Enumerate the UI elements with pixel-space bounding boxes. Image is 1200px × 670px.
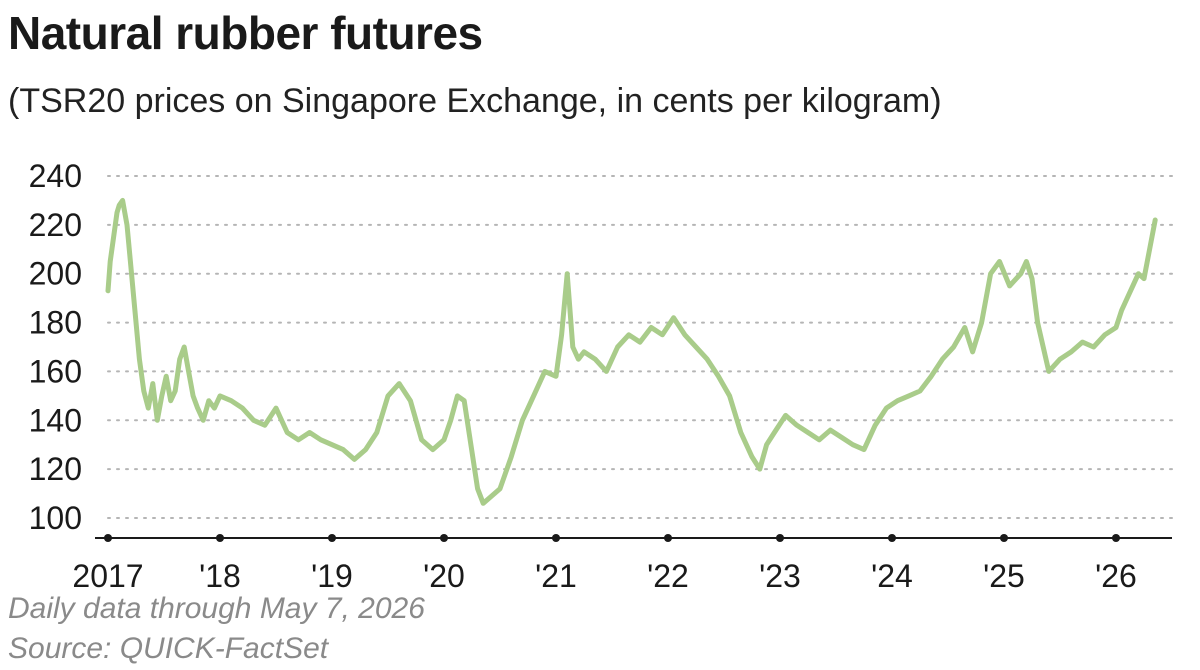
x-tick-label: '26	[1095, 558, 1137, 594]
x-tick-label: '18	[199, 558, 241, 594]
x-tick-label: '21	[535, 558, 577, 594]
x-tick-label: '20	[423, 558, 465, 594]
x-tick-mark	[552, 534, 560, 542]
x-tick-label: '23	[759, 558, 801, 594]
x-tick-mark	[888, 534, 896, 542]
x-tick-label: '22	[647, 558, 689, 594]
x-tick-mark	[216, 534, 224, 542]
x-tick-label: '19	[311, 558, 353, 594]
y-tick-label: 180	[29, 305, 82, 341]
x-tick-mark	[1000, 534, 1008, 542]
chart-subtitle: (TSR20 prices on Singapore Exchange, in …	[8, 82, 942, 120]
x-tick-mark	[1112, 534, 1120, 542]
y-tick-label: 160	[29, 353, 82, 389]
x-axis: 2017 '18 '19 '20 '21 '22 '23 '24 '25 '26	[72, 534, 1172, 594]
x-tick-label: 2017	[72, 558, 143, 594]
x-tick-mark	[104, 534, 112, 542]
plot-area	[105, 197, 1158, 506]
y-tick-label: 120	[29, 451, 82, 487]
y-tick-label: 100	[29, 500, 82, 536]
y-tick-label: 240	[29, 158, 82, 194]
x-tick-mark	[440, 534, 448, 542]
x-tick-label: '25	[983, 558, 1025, 594]
y-tick-label: 140	[29, 402, 82, 438]
source-note: Source: QUICK-FactSet	[8, 632, 329, 665]
gridlines	[107, 175, 1173, 519]
x-tick-mark	[776, 534, 784, 542]
y-axis: 100 120 140 160 180 200 220 240	[29, 158, 82, 536]
price-series-line	[105, 197, 1158, 506]
chart-title: Natural rubber futures	[8, 7, 483, 59]
y-tick-label: 200	[29, 256, 82, 292]
x-tick-mark	[328, 534, 336, 542]
x-tick-mark	[664, 534, 672, 542]
data-note: Daily data through May 7, 2026	[8, 592, 425, 625]
y-tick-label: 220	[29, 207, 82, 243]
x-tick-label: '24	[871, 558, 913, 594]
